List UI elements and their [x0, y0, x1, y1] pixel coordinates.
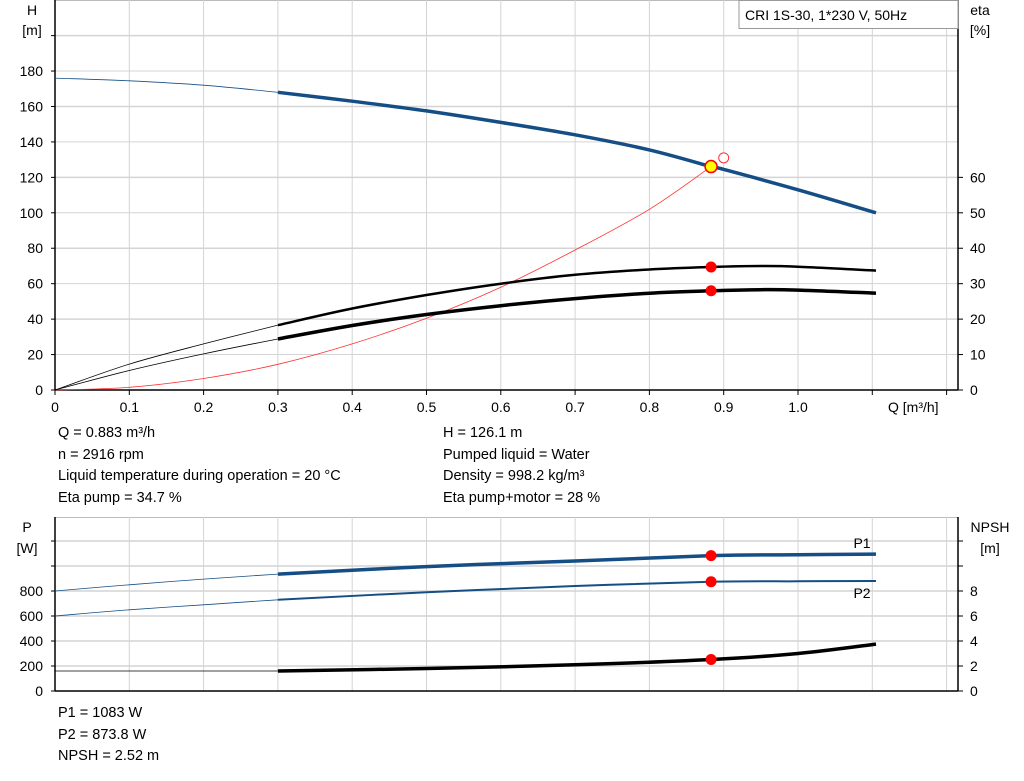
- q-tick-label: 0.8: [640, 399, 660, 415]
- info-power: P1 = 1083 W P2 = 873.8 W NPSH = 2.52 m: [58, 703, 159, 768]
- p1-curve: [277, 552, 877, 576]
- q-axis-label: Q [m³/h]: [888, 399, 939, 415]
- eta-tick-label: 60: [970, 169, 986, 185]
- p-tick-label: 400: [20, 633, 44, 649]
- q-tick-label: 0.2: [194, 399, 214, 415]
- duty-point-p1: [705, 550, 717, 562]
- h-tick-label: 180: [20, 63, 44, 79]
- h-tick-label: 80: [27, 240, 43, 256]
- legend-title: CRI 1S-30, 1*230 V, 50Hz: [745, 7, 907, 23]
- head-curve: [277, 90, 877, 215]
- requested-point-marker: [718, 152, 730, 164]
- head-curve-thin: [54, 77, 278, 93]
- npsh-axis-label: NPSH: [971, 519, 1010, 535]
- eta-pump-curve: [277, 264, 877, 327]
- p-tick-label: 600: [20, 608, 44, 624]
- npsh-tick-label: 4: [970, 633, 978, 649]
- q-tick-label: 0.3: [268, 399, 288, 415]
- info-flow: Q = 0.883 m³/h: [58, 425, 156, 441]
- npsh-tick-label: 8: [970, 583, 978, 599]
- eta-pump-curve-thin: [54, 324, 278, 391]
- info-density: Density = 998.2 kg/m³: [443, 468, 585, 484]
- p-tick-label: 800: [20, 583, 44, 599]
- eta-axis-label: eta: [970, 2, 990, 18]
- info-speed: n = 2916 rpm: [58, 446, 144, 463]
- q-tick-label: 0.5: [417, 399, 437, 415]
- h-axis-unit: [m]: [22, 22, 41, 38]
- p1-curve-thin: [54, 573, 278, 592]
- eta-axis-unit: [%]: [970, 22, 990, 38]
- h-tick-label: 60: [27, 276, 43, 292]
- p2-series-label: P2: [853, 585, 870, 601]
- p1-series-label: P1: [853, 535, 870, 551]
- q-tick-label: 0: [51, 399, 59, 415]
- info-head: H = 126.1 m: [443, 425, 523, 441]
- eta-tick-label: 0: [970, 382, 978, 398]
- duty-point-head: [704, 159, 718, 174]
- q-tick-label: 0.1: [120, 399, 140, 415]
- eta-tick-label: 40: [970, 240, 986, 256]
- p2-curve-thin: [54, 599, 278, 617]
- p-tick-label: 200: [20, 658, 44, 674]
- info-npsh: NPSH = 2.52 m: [58, 748, 160, 764]
- q-tick-label: 1.0: [788, 399, 808, 415]
- legend-box: [738, 0, 959, 29]
- info-left: Q = 0.883 m³/h n = 2916 rpm Liquid tempe…: [58, 423, 341, 509]
- info-temperature: Liquid temperature during operation = 20…: [58, 468, 341, 484]
- p2-curve: [277, 580, 877, 601]
- info-eta-pump: Eta pump = 34.7 %: [58, 489, 182, 506]
- p-tick-label: 0: [35, 683, 43, 699]
- h-tick-label: 140: [20, 134, 44, 150]
- system-curve: [54, 166, 712, 391]
- eta-tick-label: 20: [970, 311, 986, 327]
- eta-tick-label: 10: [970, 347, 986, 363]
- p-axis-label: P: [22, 519, 31, 535]
- h-tick-label: 160: [20, 98, 44, 114]
- npsh-tick-label: 6: [970, 608, 978, 624]
- eta-tick-label: 30: [970, 276, 986, 292]
- eta-pump-motor-curve-thin: [54, 338, 278, 391]
- q-tick-label: 0.7: [565, 399, 585, 415]
- npsh-curve: [277, 642, 877, 673]
- npsh-axis-unit: [m]: [980, 540, 999, 556]
- h-tick-label: 20: [27, 347, 43, 363]
- duty-point-eta-pump: [705, 261, 717, 273]
- info-p2: P2 = 873.8 W: [58, 726, 147, 743]
- duty-point-npsh: [705, 654, 717, 665]
- npsh-tick-label: 0: [970, 683, 978, 699]
- info-liquid: Pumped liquid = Water: [443, 446, 590, 463]
- eta-pump-motor-curve: [277, 287, 877, 341]
- info-p1: P1 = 1083 W: [58, 705, 143, 721]
- eta-tick-label: 50: [970, 205, 986, 221]
- h-tick-label: 40: [27, 311, 43, 327]
- q-tick-label: 0.6: [491, 399, 511, 415]
- duty-point-eta-pump-motor: [705, 285, 717, 297]
- h-axis-label: H: [27, 2, 37, 18]
- npsh-tick-label: 2: [970, 658, 978, 674]
- h-tick-label: 100: [20, 205, 44, 221]
- h-tick-label: 120: [20, 169, 44, 185]
- p-axis-unit: [W]: [17, 540, 38, 556]
- info-right: H = 126.1 m Pumped liquid = Water Densit…: [443, 423, 600, 509]
- q-tick-label: 0.9: [714, 399, 734, 415]
- info-eta-pump-motor: Eta pump+motor = 28 %: [443, 489, 601, 506]
- q-tick-label: 0.4: [342, 399, 362, 415]
- h-tick-label: 0: [35, 382, 43, 398]
- duty-point-p2: [705, 576, 717, 588]
